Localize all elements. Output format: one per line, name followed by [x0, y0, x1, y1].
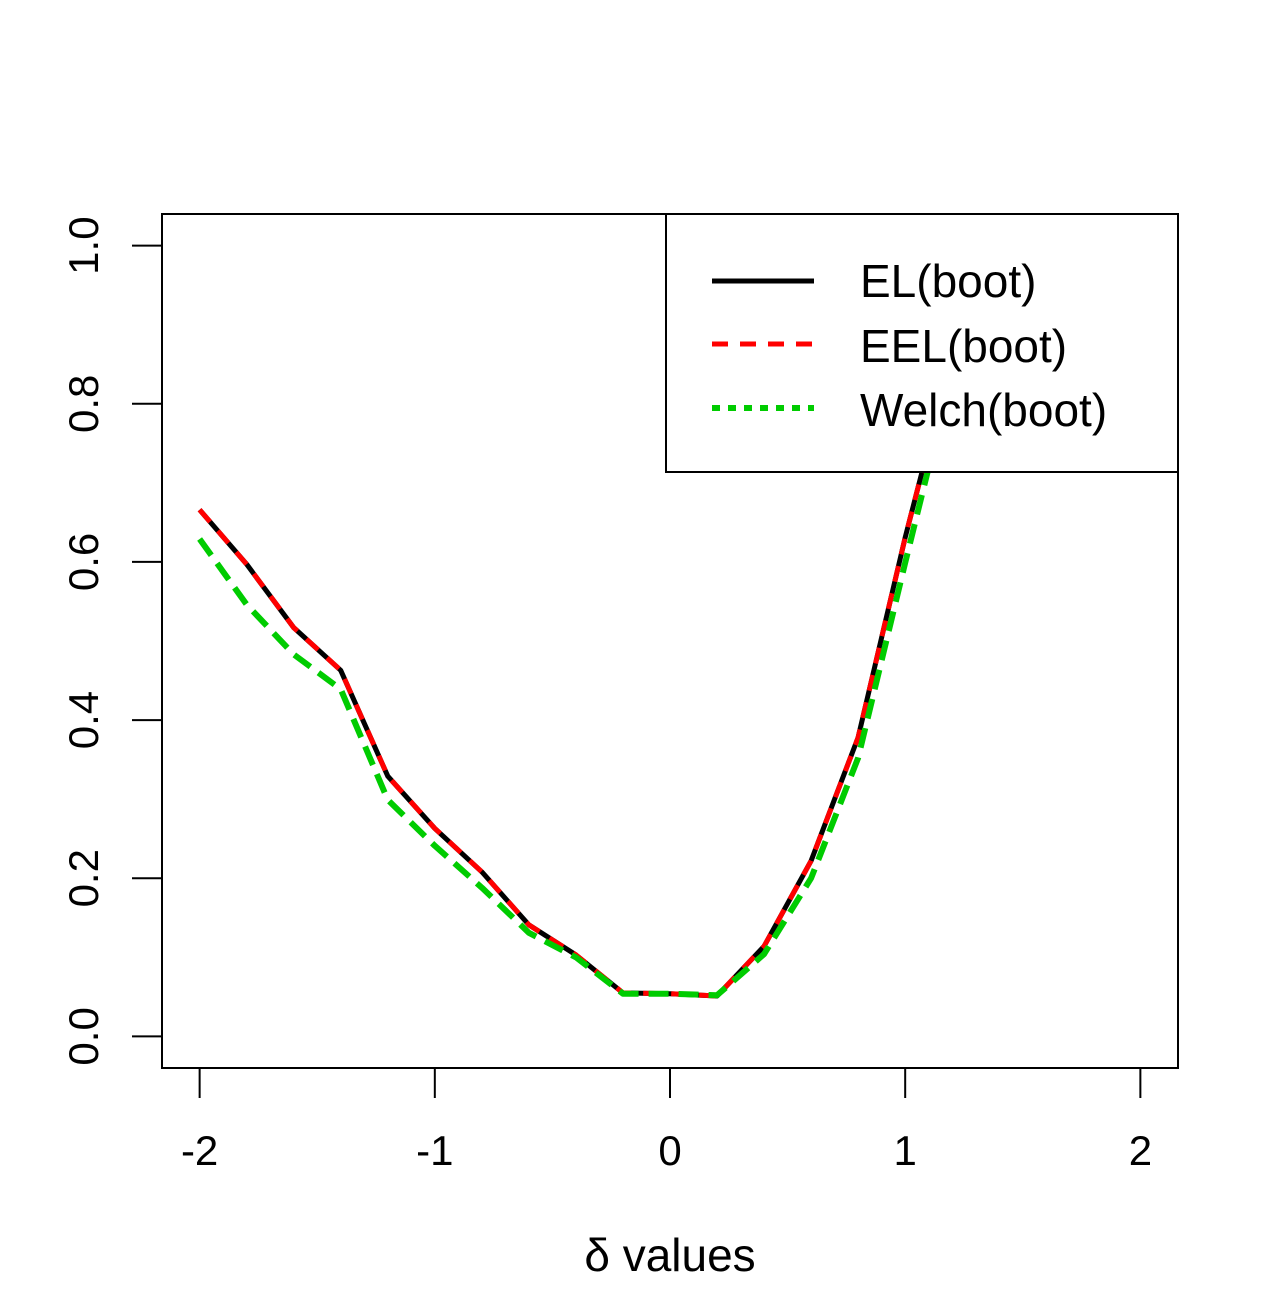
- legend-label-eel: EEL(boot): [860, 320, 1067, 372]
- axes-layer: -2 -1 0 1 2 0.0 0.2 0.4 0.6 0.8 1.0: [60, 213, 1179, 1174]
- legend-label-welch: Welch(boot): [860, 384, 1107, 436]
- x-tick-label: 1: [894, 1127, 917, 1174]
- x-axis-label: δ values: [584, 1229, 755, 1281]
- y-tick-label: 0.2: [60, 849, 107, 907]
- y-tick-label: 1.0: [60, 216, 107, 274]
- y-tick-label: 0.4: [60, 691, 107, 749]
- x-tick-label: -2: [181, 1127, 218, 1174]
- legend: EL(boot) EEL(boot) Welch(boot): [665, 213, 1179, 473]
- y-tick-label: 0.8: [60, 375, 107, 433]
- legend-label-el: EL(boot): [860, 255, 1036, 307]
- y-tick-label: 0.0: [60, 1007, 107, 1065]
- x-tick-label: -1: [416, 1127, 453, 1174]
- x-tick-label: 2: [1129, 1127, 1152, 1174]
- y-tick-label: 0.6: [60, 533, 107, 591]
- x-tick-label: 0: [658, 1127, 681, 1174]
